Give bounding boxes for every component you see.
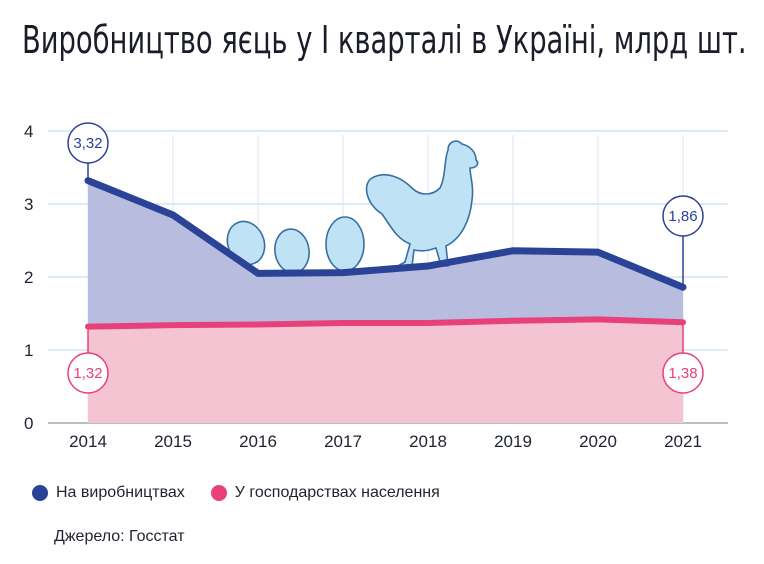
x-tick-label: 2016 — [239, 432, 277, 451]
area-households — [88, 319, 683, 423]
legend-swatch-households — [210, 485, 227, 501]
legend-label-households: У господарствах населення — [234, 484, 440, 501]
data-label: 1,86 — [662, 195, 704, 288]
y-tick-label: 3 — [24, 195, 33, 214]
y-axis-ticks: 0 1 2 3 4 — [24, 122, 33, 433]
legend: На виробництвах У господарствах населенн… — [32, 484, 466, 502]
legend-item-industrial: На виробництвах — [32, 484, 185, 502]
value-annotations: 3,32 1,86 1,32 1,38 — [67, 122, 704, 394]
line-industrial — [84, 177, 687, 291]
area-industrial — [88, 180, 683, 327]
y-tick-label: 4 — [24, 122, 33, 141]
x-tick-label: 2020 — [579, 432, 617, 451]
egg-icon-2 — [274, 228, 310, 274]
x-tick-label: 2017 — [324, 432, 362, 451]
y-tick-label: 2 — [24, 268, 33, 287]
legend-item-households: У господарствах населення — [210, 484, 440, 502]
data-label: 3,32 — [67, 122, 109, 181]
series-areas — [88, 180, 683, 423]
x-tick-label: 2015 — [154, 432, 192, 451]
legend-label-industrial: На виробництвах — [56, 484, 185, 501]
y-tick-label: 1 — [24, 341, 33, 360]
y-tick-label: 0 — [24, 414, 33, 433]
series-lines — [84, 177, 687, 330]
svg-text:3,32: 3,32 — [73, 135, 102, 152]
svg-text:1,32: 1,32 — [73, 365, 102, 382]
data-label: 1,38 — [662, 322, 704, 394]
x-tick-label: 2019 — [494, 432, 532, 451]
chicken-icon — [365, 140, 479, 267]
egg-icon-3 — [325, 216, 365, 272]
chart-area: 0 1 2 3 4 2014 2015 2016 2017 2018 2019 2020 2021 3… — [24, 122, 728, 451]
x-tick-label: 2018 — [409, 432, 447, 451]
source-note: Джерело: Госстат — [54, 528, 185, 545]
decorations — [226, 140, 479, 274]
x-axis-ticks: 2014 2015 2016 2017 2018 2019 2020 2021 — [69, 432, 702, 451]
x-tick-label: 2014 — [69, 432, 107, 451]
data-label: 1,32 — [67, 326, 109, 394]
legend-swatch-industrial — [32, 485, 48, 501]
line-households — [85, 316, 686, 330]
svg-text:1,86: 1,86 — [668, 208, 697, 225]
x-tick-label: 2021 — [664, 432, 702, 451]
svg-text:1,38: 1,38 — [668, 365, 697, 382]
